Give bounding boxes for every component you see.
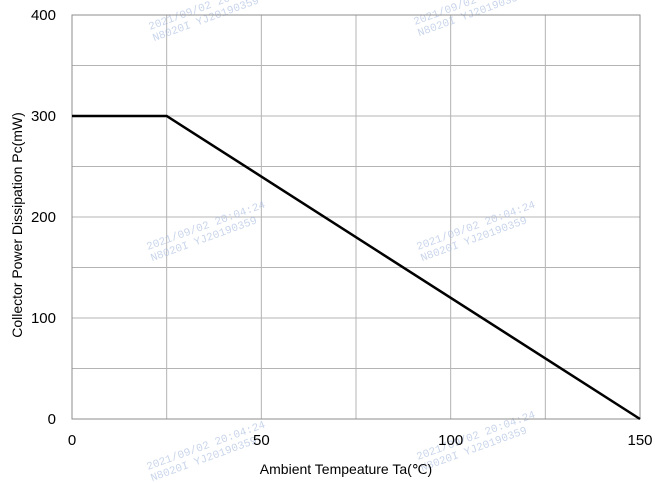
- grid-lines: [72, 15, 640, 419]
- series-line: [72, 114, 641, 421]
- y-tick-labels: 0 100 200 300 400: [31, 7, 56, 428]
- y-tick-label: 400: [31, 7, 56, 24]
- plot-frame: [71, 14, 641, 420]
- y-axis-title: Collector Power Dissipation Pc(mW): [9, 112, 25, 338]
- y-tick-label: 300: [31, 108, 56, 125]
- y-tick-label: 100: [31, 310, 56, 327]
- x-tick-label: 0: [68, 432, 76, 449]
- y-tick-label: 0: [48, 411, 56, 428]
- series-group: [72, 114, 641, 421]
- x-tick-labels: 0 50 100 150: [68, 432, 653, 449]
- x-tick-label: 50: [253, 432, 270, 449]
- x-axis-title: Ambient Tempeature Ta(℃): [260, 461, 432, 477]
- y-tick-label: 200: [31, 209, 56, 226]
- x-tick-label: 100: [438, 432, 463, 449]
- x-tick-label: 150: [627, 432, 652, 449]
